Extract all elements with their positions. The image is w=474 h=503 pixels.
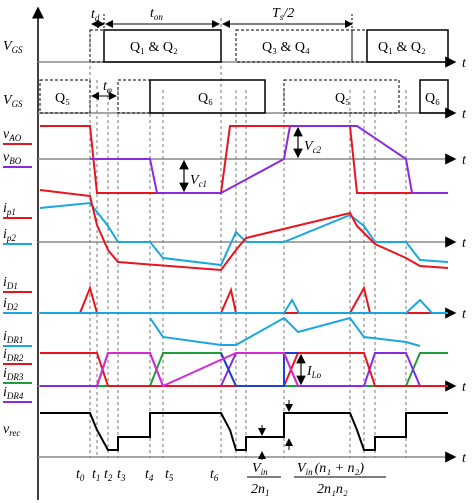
gate-q1q2-a: Q₁ & Q₂ [130,40,178,55]
id1-label: iD1 [3,275,18,291]
vbo-label: vBO [3,150,22,166]
gate-q3q4: Q₃ & Q₄ [262,40,310,55]
time-markers: t0 t1 t2 t3 t4 t5 t6 [76,467,219,483]
id2-wave [40,297,448,314]
ilo-label: ILo [306,364,322,380]
vc2-label: Vc2 [304,139,322,155]
t-label-6: t [462,380,467,395]
t-label-7: t [462,451,467,466]
ip2-label: ip2 [3,227,16,243]
top-interval-arrows [91,14,353,30]
dashed-guides [89,18,407,458]
t-label-5: t [462,307,467,322]
svg-text:t1: t1 [92,467,100,483]
t-label-1: t [462,56,467,71]
ip1-wave [39,189,449,272]
vrec-wave [40,412,448,451]
svg-text:t0: t0 [76,467,85,483]
idr-blue-wave [220,352,298,387]
svg-text:t6: t6 [210,467,219,483]
vgs2-waveform [39,79,449,114]
t-label-3: t [462,153,467,168]
svg-text:t5: t5 [165,467,174,483]
vrec-level-arrows [258,400,293,460]
ts-half-label: Ts/2 [272,6,294,22]
gate-q1q2-b: Q₁ & Q₂ [378,40,426,55]
vin-over-2n1: Vin 2n1 [247,461,281,498]
gate-q6-b: Q₆ [425,91,440,106]
svg-text:Vin: Vin [252,461,268,477]
ip1-label: ip1 [3,201,16,217]
vao-wave [40,125,448,194]
gate-q6-a: Q₆ [198,91,213,106]
t-label-4: t [462,236,467,251]
idr1-label: iDR1 [3,329,23,345]
time-axis-labels: t t t t t t t [462,56,467,466]
idr3-wave [40,352,448,387]
vgs1-waveform [89,29,449,63]
id2-label: iD2 [3,296,18,312]
ton-label: ton [150,6,163,22]
svg-text:t4: t4 [145,467,154,483]
idr2-label: iDR2 [3,347,24,363]
td-label: td [91,7,100,23]
idr-magenta-wave [96,352,299,388]
vbo-wave [90,125,448,194]
idr1-wave [149,316,421,347]
gate-q5-a: Q₅ [55,91,70,106]
idr2-wave [40,352,448,387]
id1-wave [40,284,448,314]
vgs2-label: VGS [3,93,23,109]
idr3-label: iDR3 [3,366,24,382]
idr4-label: iDR4 [3,385,24,401]
tphi-label: tφ [103,79,112,95]
ip2-wave [39,201,449,267]
svg-text:2n1: 2n1 [251,482,270,498]
svg-text:t2: t2 [104,467,113,483]
vin-n1n2-fraction: Vin (n₁ + n₂) 2n₁n₂ [294,461,386,497]
svg-text:t3: t3 [117,467,126,483]
t-label-2: t [462,107,467,122]
svg-text:Vin(n₁ + n₂): Vin (n₁ + n₂) [297,461,364,477]
vc1-label: Vc1 [190,173,207,189]
gate-q5-b: Q₅ [335,91,350,106]
vao-label: vAO [3,127,22,143]
idr4-wave [40,352,448,387]
vgs1-label: VGS [3,39,23,55]
svg-text:2n₁n₂: 2n₁n₂ [317,482,348,497]
vrec-label: vrec [3,422,20,438]
